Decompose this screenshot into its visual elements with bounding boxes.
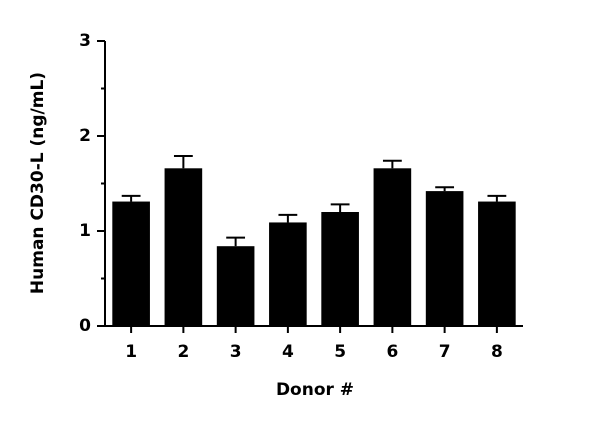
bar	[164, 168, 203, 326]
x-axis-label: Donor #	[276, 380, 354, 400]
x-tick-label: 4	[282, 342, 294, 362]
bar	[216, 246, 255, 326]
y-tick-label: 1	[79, 221, 91, 241]
y-tick-label: 3	[79, 31, 91, 51]
x-tick-label: 2	[177, 342, 189, 362]
x-tick-label: 8	[491, 342, 503, 362]
x-tick-label: 6	[386, 342, 398, 362]
y-axis-label: Human CD30-L (ng/mL)	[28, 72, 48, 294]
x-tick-label: 7	[439, 342, 451, 362]
bar	[478, 201, 516, 326]
y-tick-label: 2	[79, 126, 91, 146]
x-tick-label: 1	[125, 342, 137, 362]
bar	[112, 201, 150, 326]
bar	[321, 212, 359, 326]
x-tick-label: 5	[334, 342, 346, 362]
x-tick-label: 3	[230, 342, 242, 362]
bar	[425, 191, 464, 326]
bar	[269, 222, 307, 326]
bar	[373, 168, 412, 326]
y-tick-label: 0	[79, 316, 91, 336]
